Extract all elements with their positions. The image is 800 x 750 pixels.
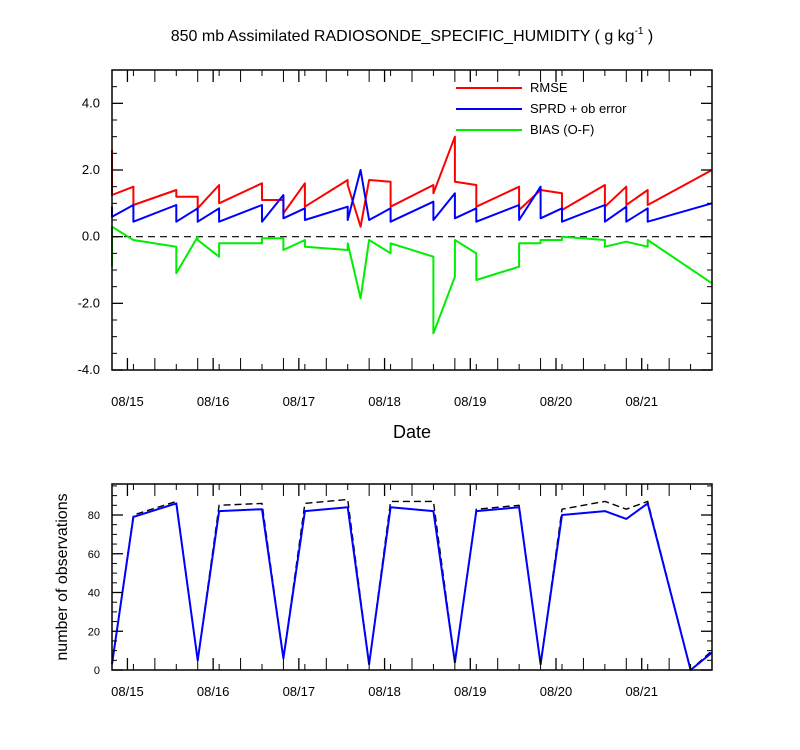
chart-title: 850 mb Assimilated RADIOSONDE_SPECIFIC_H… [171, 26, 654, 45]
y-tick-label: 4.0 [82, 95, 100, 110]
x-tick-label: 08/16 [197, 394, 230, 409]
x-tick-label: 08/17 [283, 684, 316, 699]
bottom-chart: 0 20 40 60 80 08/15 08/16 08/17 08/18 08/19 08/20 0… [54, 483, 713, 699]
x-tick-label: 08/18 [368, 394, 401, 409]
series-line-total-observations [111, 498, 713, 671]
y-tick-label: 0.0 [82, 229, 100, 244]
x-tick-label: 08/16 [197, 684, 230, 699]
y-tick-label: 40 [88, 588, 100, 600]
x-tick-label: 08/19 [454, 394, 487, 409]
x-tick-label: 08/15 [111, 394, 144, 409]
x-tick-label: 08/20 [540, 684, 573, 699]
y-tick-label: 0 [94, 665, 100, 677]
series-line-rmse [111, 135, 713, 228]
series-line-bias-o-f [111, 225, 713, 335]
x-tick-label: 08/21 [625, 394, 658, 409]
y-tick-label: 80 [88, 510, 100, 522]
y-axis-label: number of observations [54, 493, 71, 660]
x-tick-label: 08/20 [540, 394, 573, 409]
chart-title-main: 850 mb Assimilated RADIOSONDE_SPECIFIC_H… [171, 28, 635, 45]
legend-label: BIAS (O-F) [530, 122, 594, 137]
series-line-sprd-ob-error [111, 169, 713, 223]
x-tick-label: 08/19 [454, 684, 487, 699]
x-tick-label: 08/15 [111, 684, 144, 699]
top-axes: -4.0 -2.0 0.0 2.0 4.0 08/15 08/16 08/17 08/18 08/… [78, 69, 713, 409]
legend: RMSE SPRD + ob error BIAS (O-F) [456, 80, 627, 137]
x-axis-label: Date [393, 422, 431, 442]
x-tick-label: 08/18 [368, 684, 401, 699]
plot-frame [111, 483, 713, 671]
y-tick-label: 60 [88, 549, 100, 561]
legend-label: SPRD + ob error [530, 101, 627, 116]
legend-label: RMSE [530, 80, 568, 95]
bottom-series-group [111, 498, 713, 671]
x-tick-label: 08/17 [283, 394, 316, 409]
y-tick-label: -2.0 [78, 295, 100, 310]
y-tick-label: 20 [88, 626, 100, 638]
chart-title-end: ) [643, 28, 653, 45]
bottom-axes: 0 20 40 60 80 08/15 08/16 08/17 08/18 08/19 08/20 0… [88, 483, 713, 699]
top-chart: 850 mb Assimilated RADIOSONDE_SPECIFIC_H… [78, 26, 713, 442]
x-tick-label: 08/21 [625, 684, 658, 699]
chart-title-superscript: -1 [635, 26, 644, 37]
y-tick-label: -4.0 [78, 362, 100, 377]
series-line-used-observations [111, 502, 713, 671]
top-series-group [111, 135, 713, 335]
y-tick-label: 2.0 [82, 162, 100, 177]
